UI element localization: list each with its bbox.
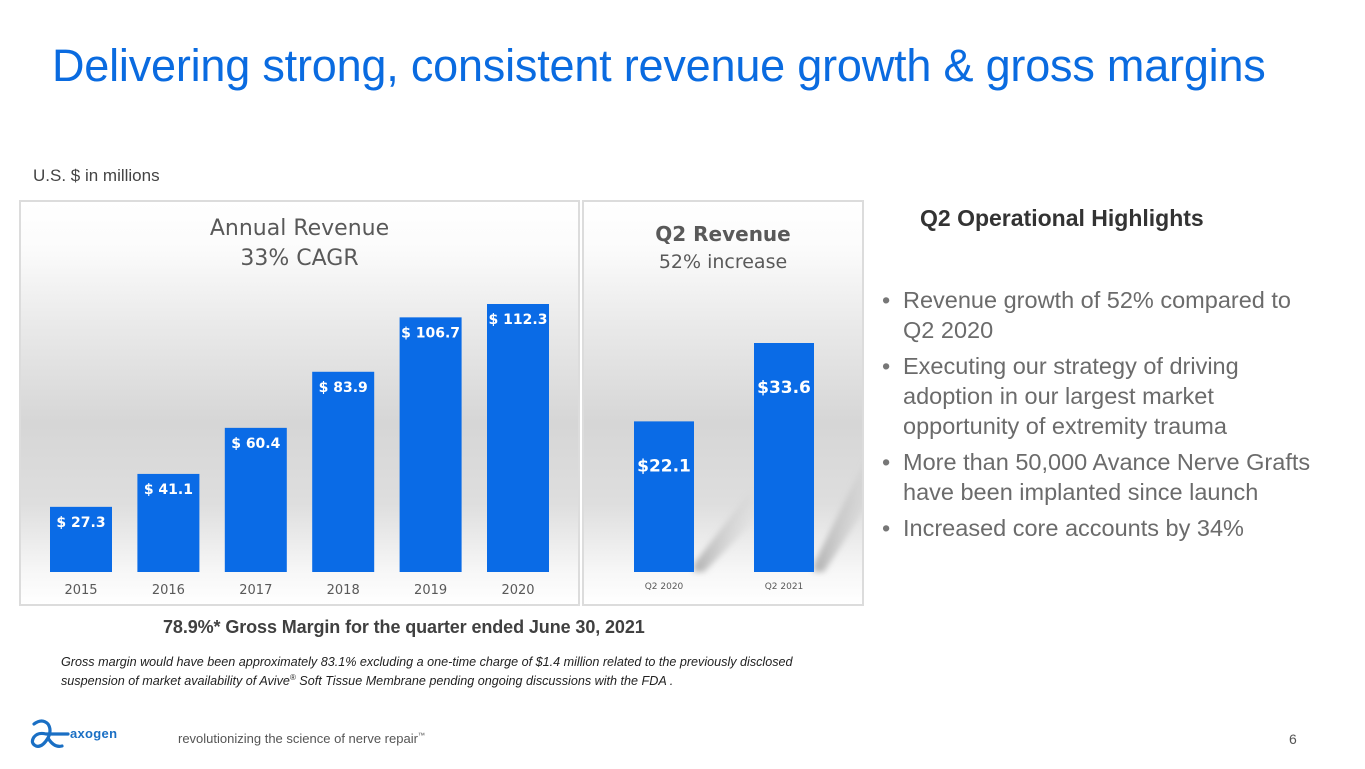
registered-mark: ® (289, 673, 296, 682)
bar-shadow (694, 489, 756, 572)
highlight-item: Increased core accounts by 34% (882, 513, 1322, 543)
category-label: 2016 (152, 583, 185, 598)
units-note: U.S. $ in millions (33, 166, 160, 185)
footnote-text-1: Gross margin would have been approximate… (61, 655, 793, 689)
category-label: 2018 (327, 583, 360, 598)
tagline-text: revolutionizing the science of nerve rep… (178, 731, 418, 746)
bar-2019 (399, 317, 462, 572)
bar-2016 (137, 473, 200, 572)
highlights-title: Q2 Operational Highlights (920, 205, 1204, 231)
footnote-text-2: Soft Tissue Membrane pending ongoing dis… (295, 674, 674, 689)
logo-wordmark: axogen (70, 726, 118, 741)
bar-2018 (312, 371, 375, 572)
highlight-item: Revenue growth of 52% compared to Q2 202… (882, 285, 1322, 345)
annual-revenue-chart: Annual Revenue 33% CAGR $ 27.3 2015 $ 41.1… (19, 200, 580, 606)
category-label: Q2 2021 (765, 582, 804, 592)
bar-2020 (487, 304, 549, 572)
bar-data-label: $33.6 (757, 378, 811, 398)
q2-chart-plot: $22.1 Q2 2020 $33.6 Q2 2021 (634, 343, 862, 592)
category-label: 2020 (501, 583, 534, 598)
bar-data-label: $22.1 (637, 456, 691, 476)
highlight-item: Executing our strategy of driving adopti… (882, 351, 1322, 441)
slide-title: Delivering strong, consistent revenue gr… (52, 40, 1266, 91)
bar-data-label: $ 112.3 (489, 312, 548, 328)
annual-chart-subtitle: 33% CAGR (240, 246, 359, 271)
bar-data-label: $ 60.4 (231, 436, 280, 452)
bar-data-label: $ 83.9 (319, 380, 368, 396)
annual-chart-plot: $ 27.3 2015 $ 41.1 2016 $ 60.4 2017 $ 83.9 2018… (50, 304, 549, 598)
q2-chart-subtitle: 52% increase (658, 251, 788, 273)
bar-q2-2020 (634, 421, 694, 572)
q2-revenue-chart: Q2 Revenue 52% increase $22.1 Q2 2020 $33.… (582, 200, 864, 606)
bar-data-label: $ 106.7 (401, 325, 460, 341)
bar-2015 (50, 506, 112, 572)
highlights-list: Revenue growth of 52% compared to Q2 202… (882, 285, 1322, 549)
bar-2017 (224, 427, 287, 572)
q2-chart-title: Q2 Revenue (655, 222, 791, 246)
bar-shadow (814, 466, 862, 572)
gross-margin-headline: 78.9%* Gross Margin for the quarter ende… (163, 617, 645, 637)
bar-q2-2021 (754, 343, 814, 572)
category-label: 2017 (239, 583, 272, 598)
axogen-logo-icon (30, 719, 70, 748)
bar-data-label: $ 27.3 (56, 515, 105, 531)
category-label: Q2 2020 (645, 582, 684, 592)
gross-margin-footnote: Gross margin would have been approximate… (61, 655, 851, 689)
footer-tagline: revolutionizing the science of nerve rep… (178, 731, 425, 746)
annual-chart-title: Annual Revenue (209, 216, 390, 241)
trademark-mark: ™ (417, 732, 425, 740)
bar-data-label: $ 41.1 (144, 482, 193, 498)
page-number: 6 (1289, 731, 1297, 747)
highlight-item: More than 50,000 Avance Nerve Grafts hav… (882, 447, 1322, 507)
category-label: 2019 (414, 583, 447, 598)
category-label: 2015 (64, 583, 97, 598)
